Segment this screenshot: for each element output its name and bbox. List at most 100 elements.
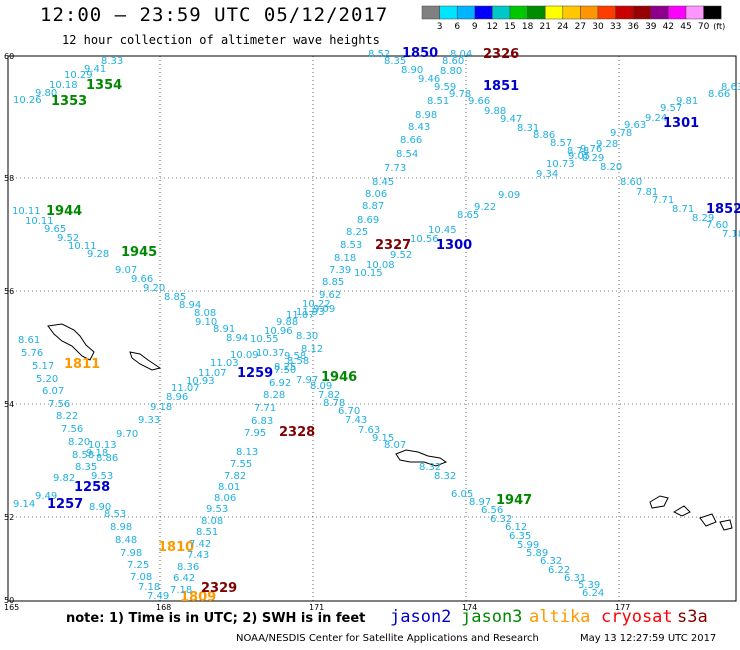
pass-time-label: 2327 — [375, 238, 411, 253]
pass-time-label: 1301 — [663, 116, 699, 131]
swh-value: 5.76 — [21, 348, 43, 359]
pass-time-label: 1258 — [74, 480, 110, 495]
wave-height-color-scale: 3 6 9 12 15 18 21 24 27 30 33 36 39 42 45 70 (ft) — [421, 5, 725, 32]
swh-value: 7.43 — [345, 415, 367, 426]
pass-time-label: 1810 — [158, 540, 194, 555]
pass-time-label: 1851 — [483, 79, 519, 94]
pass-time-label: 1850 — [402, 46, 438, 61]
swh-value: 8.85 — [322, 277, 344, 288]
swh-value: 9.10 — [195, 317, 217, 328]
swh-value: 9.28 — [596, 139, 618, 150]
swh-value: 8.60 — [620, 177, 642, 188]
island-kodiak — [47, 323, 95, 361]
scale-swatch — [685, 5, 704, 20]
swh-value: 10.11 — [25, 216, 54, 227]
swh-value: 9.24 — [645, 113, 667, 124]
swh-value: 10.55 — [250, 334, 279, 345]
scale-unit: (ft) — [713, 22, 725, 31]
swh-value: 7.25 — [127, 560, 149, 571]
scale-label: 42 — [663, 22, 674, 32]
scale-swatch — [456, 5, 476, 20]
swh-value: 9.18 — [86, 448, 108, 459]
swh-value: 8.04 — [450, 49, 472, 60]
swh-value: 6.24 — [582, 588, 604, 599]
swh-value: 10.15 — [354, 268, 383, 279]
swh-value: 8.58 — [287, 356, 309, 367]
coastlines — [47, 323, 733, 531]
lat-tick-label: 52 — [4, 513, 14, 522]
swh-value: 6.12 — [505, 522, 527, 533]
scale-label: 3 — [437, 22, 443, 32]
swh-value: 7.97 — [296, 375, 318, 386]
swh-value: 5.17 — [32, 361, 54, 372]
swh-value: 6.32 — [490, 514, 512, 525]
swh-value: 8.22 — [56, 411, 78, 422]
swh-value: 9.18 — [150, 402, 172, 413]
scale-label: 27 — [575, 22, 586, 32]
swh-value: 7.82 — [224, 471, 246, 482]
swh-value: 9.14 — [13, 499, 35, 510]
swh-value: 11.07 — [286, 310, 315, 321]
track-1353: 1353 — [51, 94, 87, 109]
swh-value: 9.78 — [449, 89, 471, 100]
swh-value: 9.53 — [206, 504, 228, 515]
swh-value: 8.71 — [672, 204, 694, 215]
swh-value: 9.22 — [474, 202, 496, 213]
pass-time-label: 1354 — [86, 78, 122, 93]
scale-swatch — [492, 5, 511, 20]
swh-value: 6.56 — [481, 505, 503, 516]
swh-value: 7.18 — [722, 229, 740, 240]
footnote: note: 1) Time is in UTC; 2) SWH is in fe… — [66, 611, 366, 626]
lat-tick-label: 56 — [4, 287, 14, 296]
pass-time-label: 1809 — [180, 590, 216, 605]
pass-time-label: 1947 — [496, 493, 532, 508]
swh-value: 9.09 — [313, 304, 335, 315]
scale-label: 70 — [698, 22, 710, 32]
swh-value: 8.66 — [708, 89, 730, 100]
swh-value: 8.30 — [296, 331, 318, 342]
swh-value: 7.56 — [48, 399, 70, 410]
swh-value: 9.52 — [390, 250, 412, 261]
lat-tick-label: 60 — [4, 52, 14, 61]
lat-lon-grid — [8, 56, 736, 601]
swh-value: 5.20 — [36, 374, 58, 385]
swh-value: 7.95 — [244, 428, 266, 439]
swh-value: 8.91 — [213, 324, 235, 335]
swh-value: 7.71 — [652, 195, 674, 206]
swh-value: 8.86 — [96, 453, 118, 464]
swh-value: 11.93 — [296, 307, 325, 318]
satellite-tracks: 8.528.358.909.469.599.789.669.889.478.31… — [12, 46, 740, 605]
scale-label: 18 — [522, 22, 534, 32]
swh-value: 8.85 — [164, 292, 186, 303]
track-1257: 1257 — [47, 497, 83, 512]
scale-label: 33 — [610, 22, 621, 32]
swh-value: 9.82 — [53, 473, 75, 484]
swh-value: 10.13 — [88, 440, 117, 451]
pass-time-label: 1300 — [436, 238, 472, 253]
swh-value: 10.11 — [12, 206, 41, 217]
swh-value: 6.32 — [540, 556, 562, 567]
swh-value: 8.06 — [214, 493, 236, 504]
swh-value: 9.63 — [624, 120, 646, 131]
swh-value: 10.09 — [230, 350, 259, 361]
swh-value: 7.98 — [120, 548, 142, 559]
island-aleutian-east — [649, 495, 733, 531]
lat-tick-label: 50 — [4, 596, 14, 605]
swh-value: 9.52 — [57, 233, 79, 244]
scale-label: 12 — [487, 22, 498, 32]
swh-value: 8.45 — [372, 177, 394, 188]
track-2328: 8.137.557.828.018.069.538.088.517.427.43… — [170, 425, 315, 596]
legend-s3a: s3a — [677, 607, 708, 627]
track-1259: 1259 — [237, 366, 273, 381]
swh-value: 7.49 — [147, 591, 169, 602]
swh-value: 7.73 — [384, 163, 406, 174]
pass-time-label: 2328 — [279, 425, 315, 440]
swh-value: 8.90 — [89, 502, 111, 513]
pass-time-label: 1259 — [237, 366, 273, 381]
swh-value: 9.47 — [500, 114, 522, 125]
swh-value: 9.28 — [87, 249, 109, 260]
swh-value: 6.83 — [251, 416, 273, 427]
swh-value: 8.08 — [194, 308, 216, 319]
